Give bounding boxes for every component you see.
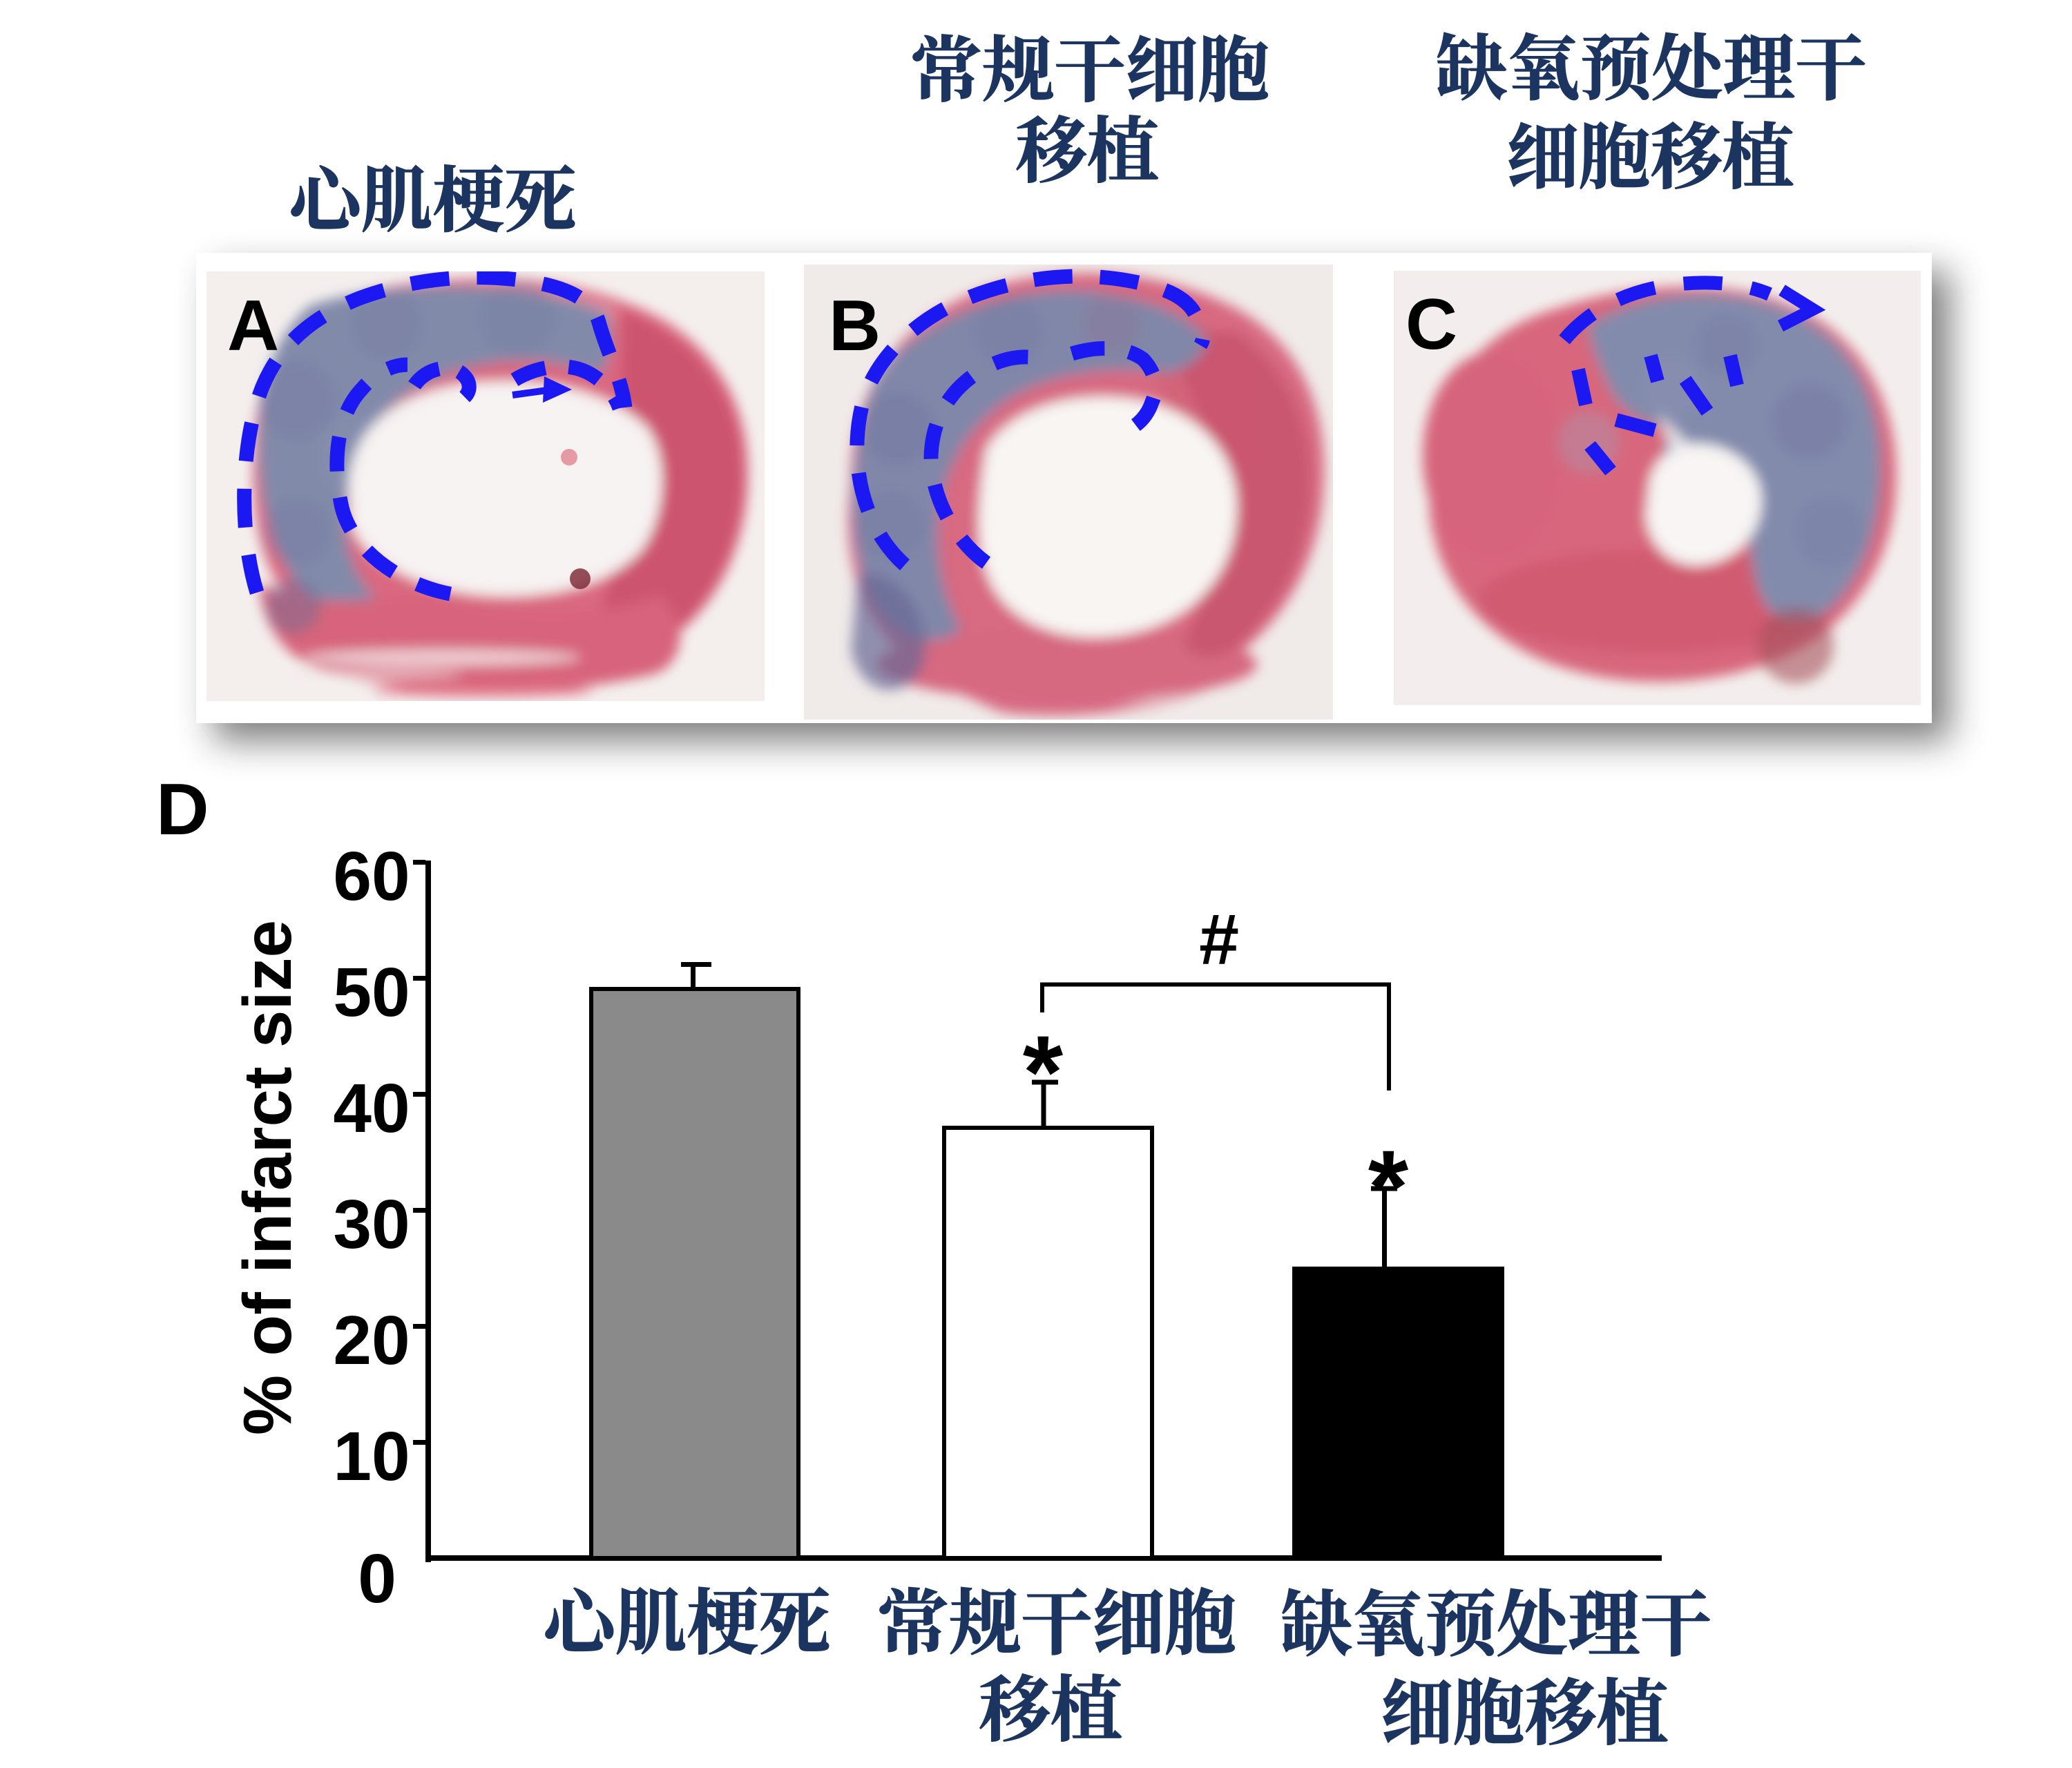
- svg-text:D: D: [156, 769, 209, 850]
- svg-text:20: 20: [333, 1302, 410, 1379]
- svg-text:40: 40: [333, 1070, 410, 1147]
- svg-text:B: B: [829, 286, 881, 366]
- svg-text:*: *: [1023, 1014, 1064, 1130]
- svg-text:#: #: [1199, 900, 1239, 980]
- svg-text:30: 30: [333, 1186, 410, 1263]
- svg-text:0: 0: [358, 1540, 396, 1617]
- svg-text:A: A: [227, 286, 279, 366]
- svg-text:60: 60: [333, 838, 410, 915]
- svg-text:C: C: [1406, 285, 1457, 365]
- svg-text:50: 50: [333, 954, 410, 1031]
- svg-text:*: *: [1368, 1128, 1409, 1245]
- svg-text:% of infarct size: % of infarct size: [229, 920, 305, 1435]
- svg-text:10: 10: [333, 1418, 410, 1495]
